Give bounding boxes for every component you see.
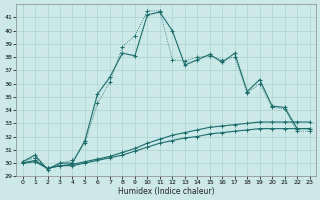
- X-axis label: Humidex (Indice chaleur): Humidex (Indice chaleur): [118, 187, 214, 196]
